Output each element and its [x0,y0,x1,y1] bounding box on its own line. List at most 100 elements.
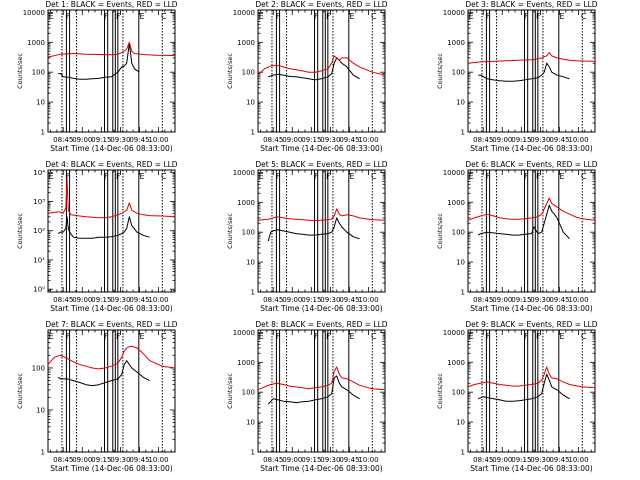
y-tick-label: 100 [242,389,255,397]
x-tick-label: 09:30 [530,136,550,144]
x-tick-label: 09:45 [129,136,149,144]
marker-letter: F [314,172,319,181]
x-tick-label: 09:00 [282,456,302,464]
x-axis-label: Start Time (14-Dec-06 08:33:00) [50,144,172,153]
panel-title: Det 8: BLACK = Events, RED = LLD [255,320,387,329]
marker-letter: F [524,172,529,181]
y-tick-label: 10 [456,259,465,267]
series-events-line [267,375,360,405]
y-tick-label: 1000 [447,39,465,47]
y-tick-label: 1 [461,129,465,137]
x-tick-label: 09:45 [129,296,149,304]
x-tick-label: 10:00 [358,136,378,144]
y-tick-label: 10000 [23,9,45,17]
marker-letter: E [349,332,354,341]
marker-letter: F [66,332,71,341]
marker-letter: F [326,332,331,341]
x-axis-label: Start Time (14-Dec-06 08:33:00) [50,464,172,473]
x-tick-label: 08:45 [53,136,73,144]
marker-letter: F [66,172,71,181]
marker-letter: E [49,172,54,181]
x-tick-label: 08:45 [53,456,73,464]
x-axis-label: Start Time (14-Dec-06 08:33:00) [470,464,592,473]
y-tick-label: 10³ [33,198,45,206]
marker-letter: E [49,12,54,21]
y-tick-label: 100 [452,229,465,237]
panel-det-7: Det 7: BLACK = Events, RED = LLD 1 10 100 08… [16,320,178,473]
x-axis-label: Start Time (14-Dec-06 08:33:00) [260,144,382,153]
x-tick-label: 09:30 [320,296,340,304]
panel-title: Det 9: BLACK = Events, RED = LLD [465,320,597,329]
series-events-line [478,62,570,82]
y-tick-label: 1 [251,449,255,457]
plot-frame [257,9,386,133]
y-tick-label: 1 [461,289,465,297]
x-axis-label: Start Time (14-Dec-06 08:33:00) [50,304,172,313]
marker-letter: F [276,332,281,341]
y-tick-label: 1000 [447,199,465,207]
y-tick-label: 10000 [443,9,465,17]
x-tick-label: 09:15 [91,296,111,304]
y-tick-label: 1 [41,449,45,457]
y-tick-label: 100 [242,69,255,77]
plot-frame [467,9,596,133]
x-tick-label: 09:15 [511,296,531,304]
marker-letter: F [486,12,491,21]
marker-letter: E [139,332,144,341]
x-tick-label: 09:30 [110,296,130,304]
y-axis-label: Counts/sec [226,53,234,89]
series-events-line [268,57,360,81]
x-tick-label: 09:45 [129,456,149,464]
x-axis-label: Start Time (14-Dec-06 08:33:00) [470,144,592,153]
marker-letter: E [469,332,474,341]
panel-title: Det 2: BLACK = Events, RED = LLD [255,0,387,9]
marker-letter: F [536,12,541,21]
x-tick-label: 10:00 [148,136,168,144]
marker-letter: F [66,12,71,21]
plot-frame [257,329,386,453]
marker-letter: F [104,12,109,21]
marker-letter: E [49,332,54,341]
marker-letter: C [371,332,377,341]
marker-letter: F [314,12,319,21]
y-tick-label: 1000 [27,39,45,47]
marker-letter: E [259,332,264,341]
series-lld-line [467,197,596,221]
y-tick-label: 10 [246,99,255,107]
marker-letter: F [314,332,319,341]
y-tick-label: 1000 [447,359,465,367]
x-tick-label: 10:00 [568,136,588,144]
marker-letter: C [161,172,167,181]
y-tick-label: 100 [32,364,45,372]
x-tick-label: 10:00 [568,296,588,304]
x-tick-label: 08:45 [53,296,73,304]
x-tick-label: 09:15 [91,136,111,144]
x-tick-label: 10:00 [148,296,168,304]
y-tick-label: 10000 [443,329,465,337]
y-tick-label: 100 [242,229,255,237]
y-tick-label: 10⁴ [33,169,45,177]
marker-letter: C [161,12,167,21]
y-tick-label: 10² [33,227,45,235]
series-events-line [57,360,150,387]
y-axis-label: Counts/sec [436,53,444,89]
marker-letter: F [486,332,491,341]
y-tick-label: 10000 [233,9,255,17]
x-tick-label: 10:00 [358,296,378,304]
panel-title: Det 7: BLACK = Events, RED = LLD [45,320,177,329]
marker-letter: C [371,172,377,181]
panel-det-1: Det 1: BLACK = Events, RED = LLD 1 10 100 10… [16,0,178,153]
x-tick-label: 09:45 [339,456,359,464]
x-tick-label: 09:00 [492,456,512,464]
marker-letter: C [581,12,587,21]
x-tick-label: 09:00 [282,296,302,304]
y-tick-label: 10000 [443,169,465,177]
marker-letter: E [259,12,264,21]
marker-letter: E [139,172,144,181]
panel-det-8: Det 8: BLACK = Events, RED = LLD 1 10 100 10… [226,320,388,473]
panel-det-4: Det 4: BLACK = Events, RED = LLD 10⁰ 10¹ 10… [16,160,178,313]
series-lld-line [467,52,596,64]
series-lld-line [47,178,176,219]
x-tick-label: 08:45 [263,136,283,144]
